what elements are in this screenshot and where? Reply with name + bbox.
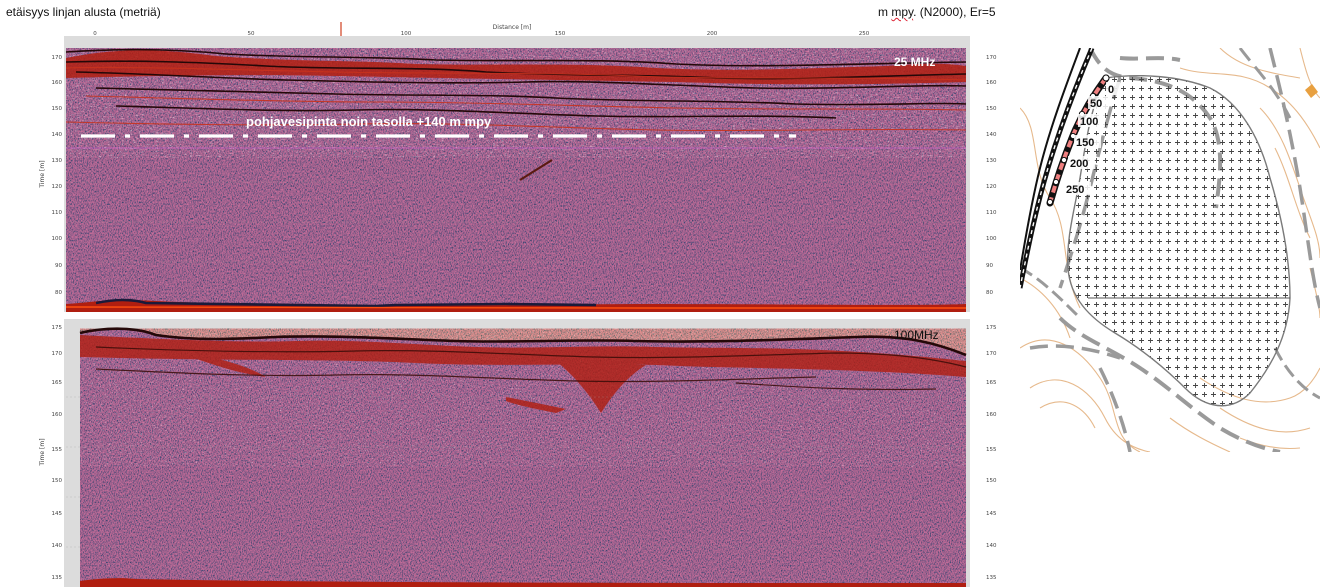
x-ticks: 0 50 100 150 200 250 (93, 31, 869, 37)
x-tick: 200 (707, 31, 718, 37)
frequency-label-25mhz: 25 MHz (894, 55, 935, 69)
y-tick: 145 (52, 511, 63, 517)
y-tick: 150 (52, 478, 63, 484)
y-tick: 130 (986, 158, 997, 164)
radar-profile-25mhz: Distance [m] 0 50 100 150 200 250 Time [… (36, 22, 1000, 317)
y-ticks-right: 175 170 165 160 155 150 145 140 135 (986, 325, 997, 581)
map-distance-label: 200 (1070, 158, 1088, 170)
header-right-label: m mpy. (N2000), Er=5 (878, 5, 996, 19)
y-ticks-right: 170 160 150 140 130 120 110 100 90 80 (986, 55, 997, 296)
y-tick: 170 (52, 55, 63, 61)
map-distance-label: 50 (1090, 98, 1102, 110)
x-tick: 0 (93, 31, 97, 37)
y-tick: 120 (52, 184, 63, 190)
y-tick: 170 (986, 351, 997, 357)
y-tick: 140 (986, 132, 997, 138)
y-tick: 140 (52, 543, 63, 549)
x-tick: 150 (555, 31, 566, 37)
reflector-zones (80, 335, 966, 413)
y-tick: 170 (986, 55, 997, 61)
y-tick: 160 (986, 412, 997, 418)
y-tick: 160 (986, 80, 997, 86)
y-tick: 150 (986, 478, 997, 484)
y-tick: 140 (986, 543, 997, 549)
map-distance-label: 100 (1080, 116, 1098, 128)
y-axis-label: Time [m] (39, 160, 46, 188)
map-distance-label: 0 (1108, 84, 1114, 96)
y-tick: 140 (52, 132, 63, 138)
unit-suffix: . (N2000), Er=5 (913, 5, 996, 19)
y-tick: 150 (52, 106, 63, 112)
y-tick: 155 (986, 447, 997, 453)
y-axis-label: Time [m] (39, 438, 46, 466)
y-tick: 145 (986, 511, 997, 517)
location-map: 0 50 100 150 200 250 (1020, 48, 1320, 452)
y-tick: 165 (52, 380, 63, 386)
unit-prefix: m (878, 5, 892, 19)
y-tick: 150 (986, 106, 997, 112)
y-tick: 110 (52, 210, 63, 216)
map-distance-label: 250 (1066, 184, 1084, 196)
y-tick: 80 (55, 290, 62, 296)
y-tick: 175 (52, 325, 63, 331)
y-tick: 155 (52, 447, 63, 453)
bottom-reflector (95, 298, 597, 308)
x-tick: 100 (401, 31, 412, 37)
x-axis-label: Distance [m] (493, 24, 532, 31)
y-tick: 165 (986, 380, 997, 386)
y-tick: 160 (52, 80, 63, 86)
y-tick: 120 (986, 184, 997, 190)
y-ticks-left: 170 160 150 140 130 120 110 100 90 80 (52, 55, 63, 296)
y-tick: 175 (986, 325, 997, 331)
x-tick: 50 (248, 31, 255, 37)
header-left-label: etäisyys linjan alusta (metriä) (6, 5, 161, 19)
y-tick: 110 (986, 210, 997, 216)
gravel-area (1067, 75, 1291, 407)
surface-reflector (79, 327, 967, 357)
y-tick: 170 (52, 351, 63, 357)
y-tick: 80 (986, 290, 993, 296)
y-tick: 160 (52, 412, 63, 418)
y-tick: 135 (52, 575, 63, 581)
railway-line (1020, 48, 1095, 289)
y-ticks-left: 175 170 165 160 155 150 145 140 135 (52, 325, 63, 581)
frequency-label-100mhz: 100MHz (894, 328, 939, 342)
diffraction-hyperbola (519, 159, 553, 181)
orange-marker (1305, 84, 1318, 98)
x-tick: 250 (859, 31, 870, 37)
unit-mpy: mpy (891, 5, 914, 19)
y-tick: 90 (986, 263, 993, 269)
surface-reflector-red (66, 50, 966, 85)
groundwater-label: pohjavesipinta noin tasolla +140 m mpy (246, 114, 492, 129)
radar-profile-100mhz: Time [m] 175 170 165 160 155 150 145 140… (36, 317, 1000, 587)
y-tick: 100 (986, 236, 997, 242)
y-tick: 135 (986, 575, 997, 581)
y-tick: 130 (52, 158, 63, 164)
y-tick: 90 (55, 263, 62, 269)
y-tick: 100 (52, 236, 63, 242)
map-distance-label: 150 (1076, 137, 1094, 149)
